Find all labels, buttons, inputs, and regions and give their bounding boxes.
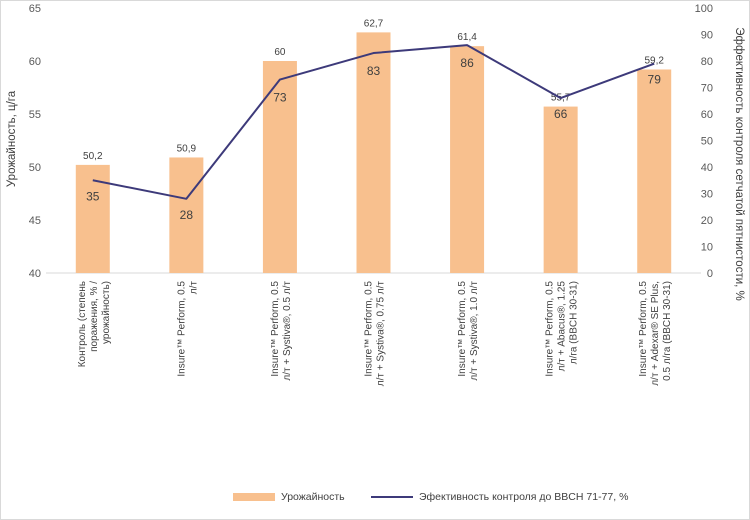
category-label: Insure™ Perform, 0.5л/т + Systiva®, 0.5 … bbox=[270, 281, 293, 381]
category-label-line: 0.5 л/га (BBCH 30-31) bbox=[662, 281, 673, 381]
efficiency-line bbox=[92, 44, 655, 200]
y-left-tick-label: 55 bbox=[29, 109, 41, 121]
y-right-tick-label: 20 bbox=[701, 215, 713, 227]
category-label-line: Insure™ Perform, 0.5 bbox=[638, 281, 649, 377]
category-label-line: поражения, % / bbox=[89, 281, 100, 352]
category-label-line: Insure™ Perform, 0.5 bbox=[457, 281, 468, 377]
yield-bar-value-label: 61,4 bbox=[457, 32, 477, 43]
category-labels: Контроль (степеньпоражения, % /урожайнос… bbox=[77, 281, 673, 387]
yield-bar-value-label: 62,7 bbox=[364, 18, 384, 29]
category-label-line: Insure™ Perform, 0.5 bbox=[270, 281, 281, 377]
category-label-line: л/т + Systiva®, 1.0 л/т bbox=[469, 281, 480, 381]
category-label: Insure™ Perform, 0.5л/т + Adexar® SE Plu… bbox=[638, 281, 673, 386]
legend-label-efficiency: Эфективность контроля до BBCH 71-77, % bbox=[419, 491, 628, 503]
category-label-line: л/т + Systiva®, 0.75 л/т bbox=[376, 281, 387, 387]
efficiency-value-label: 83 bbox=[367, 64, 381, 78]
y-right-tick-label: 100 bbox=[695, 3, 713, 15]
category-label: Insure™ Perform, 0.5л/т + Systiva®, 0.75… bbox=[364, 281, 387, 387]
yield-bar bbox=[169, 157, 204, 273]
efficiency-value-label: 28 bbox=[180, 208, 194, 222]
category-label-line: л/т + Systiva®, 0.5 л/т bbox=[282, 281, 293, 381]
right-axis-ticks: 0 10 20 30 40 50 60 70 80 90 100 bbox=[695, 3, 713, 280]
yield-bar-value-label: 59,2 bbox=[644, 55, 664, 66]
category-label: Контроль (степеньпоражения, % /урожайнос… bbox=[77, 281, 112, 368]
category-label-line: Insure™ Perform, 0.5 bbox=[176, 281, 187, 377]
y-right-tick-label: 90 bbox=[701, 30, 713, 42]
efficiency-value-label: 66 bbox=[554, 107, 568, 121]
y-left-tick-label: 60 bbox=[29, 56, 41, 68]
y-right-tick-label: 80 bbox=[701, 56, 713, 68]
left-axis-ticks: 40 45 50 55 60 65 bbox=[29, 3, 41, 280]
category-label-line: урожайность) bbox=[101, 281, 112, 344]
y-right-tick-label: 60 bbox=[701, 109, 713, 121]
category-label-line: Insure™ Perform, 0.5 bbox=[545, 281, 556, 377]
category-label-line: Контроль (степень bbox=[77, 281, 88, 367]
yield-bar bbox=[356, 32, 391, 273]
yield-bar-value-label: 50,9 bbox=[177, 143, 197, 154]
category-label: Insure™ Perform, 0.5л/т + Systiva®, 1.0 … bbox=[457, 281, 480, 381]
efficiency-line-series bbox=[92, 44, 655, 200]
efficiency-value-label: 73 bbox=[273, 91, 287, 105]
y-right-tick-label: 50 bbox=[701, 136, 713, 148]
y-right-tick-label: 30 bbox=[701, 189, 713, 201]
efficiency-value-label: 35 bbox=[86, 189, 100, 203]
yield-bar bbox=[450, 46, 485, 273]
y-right-tick-label: 0 bbox=[707, 268, 713, 280]
yield-bar bbox=[637, 69, 672, 273]
category-label-line: Insure™ Perform, 0.5 bbox=[364, 281, 375, 377]
yield-bar-value-label: 50,2 bbox=[83, 151, 103, 162]
yield-bar bbox=[262, 61, 297, 273]
category-label-line: л/га (BBCH 30-31) bbox=[569, 281, 580, 364]
legend-label-yield: Урожайность bbox=[281, 491, 345, 503]
efficiency-value-label: 86 bbox=[460, 56, 474, 70]
category-label-line: л/т + Abacus®, 1.25 bbox=[557, 281, 568, 372]
chart-legend: Урожайность Эфективность контроля до BBC… bbox=[233, 491, 628, 503]
y-right-tick-label: 70 bbox=[701, 83, 713, 95]
y-left-tick-label: 65 bbox=[29, 3, 41, 15]
efficiency-line-labels: 35 28 73 83 86 66 79 bbox=[86, 56, 661, 222]
category-label-line: л/т bbox=[188, 281, 199, 295]
y-right-tick-label: 40 bbox=[701, 162, 713, 174]
efficiency-value-label: 79 bbox=[648, 73, 662, 87]
yield-bars bbox=[75, 32, 672, 273]
y-left-tick-label: 50 bbox=[29, 162, 41, 174]
y-right-tick-label: 10 bbox=[701, 242, 713, 254]
yield-bar-value-label: 60 bbox=[274, 47, 286, 58]
legend-swatch-yield bbox=[233, 493, 275, 501]
category-label: Insure™ Perform, 0.5л/т + Abacus®, 1.25л… bbox=[545, 281, 580, 377]
y-left-tick-label: 40 bbox=[29, 268, 41, 280]
category-label: Insure™ Perform, 0.5л/т bbox=[176, 281, 199, 377]
yield-bar bbox=[543, 106, 578, 273]
y-left-tick-label: 45 bbox=[29, 215, 41, 227]
category-label-line: л/т + Adexar® SE Plus, bbox=[650, 281, 661, 386]
y-axis-left-title: Урожайность, ц/га bbox=[6, 90, 18, 187]
y-axis-right-title: Эффективность контроля сетчатой пятнисто… bbox=[733, 27, 745, 301]
